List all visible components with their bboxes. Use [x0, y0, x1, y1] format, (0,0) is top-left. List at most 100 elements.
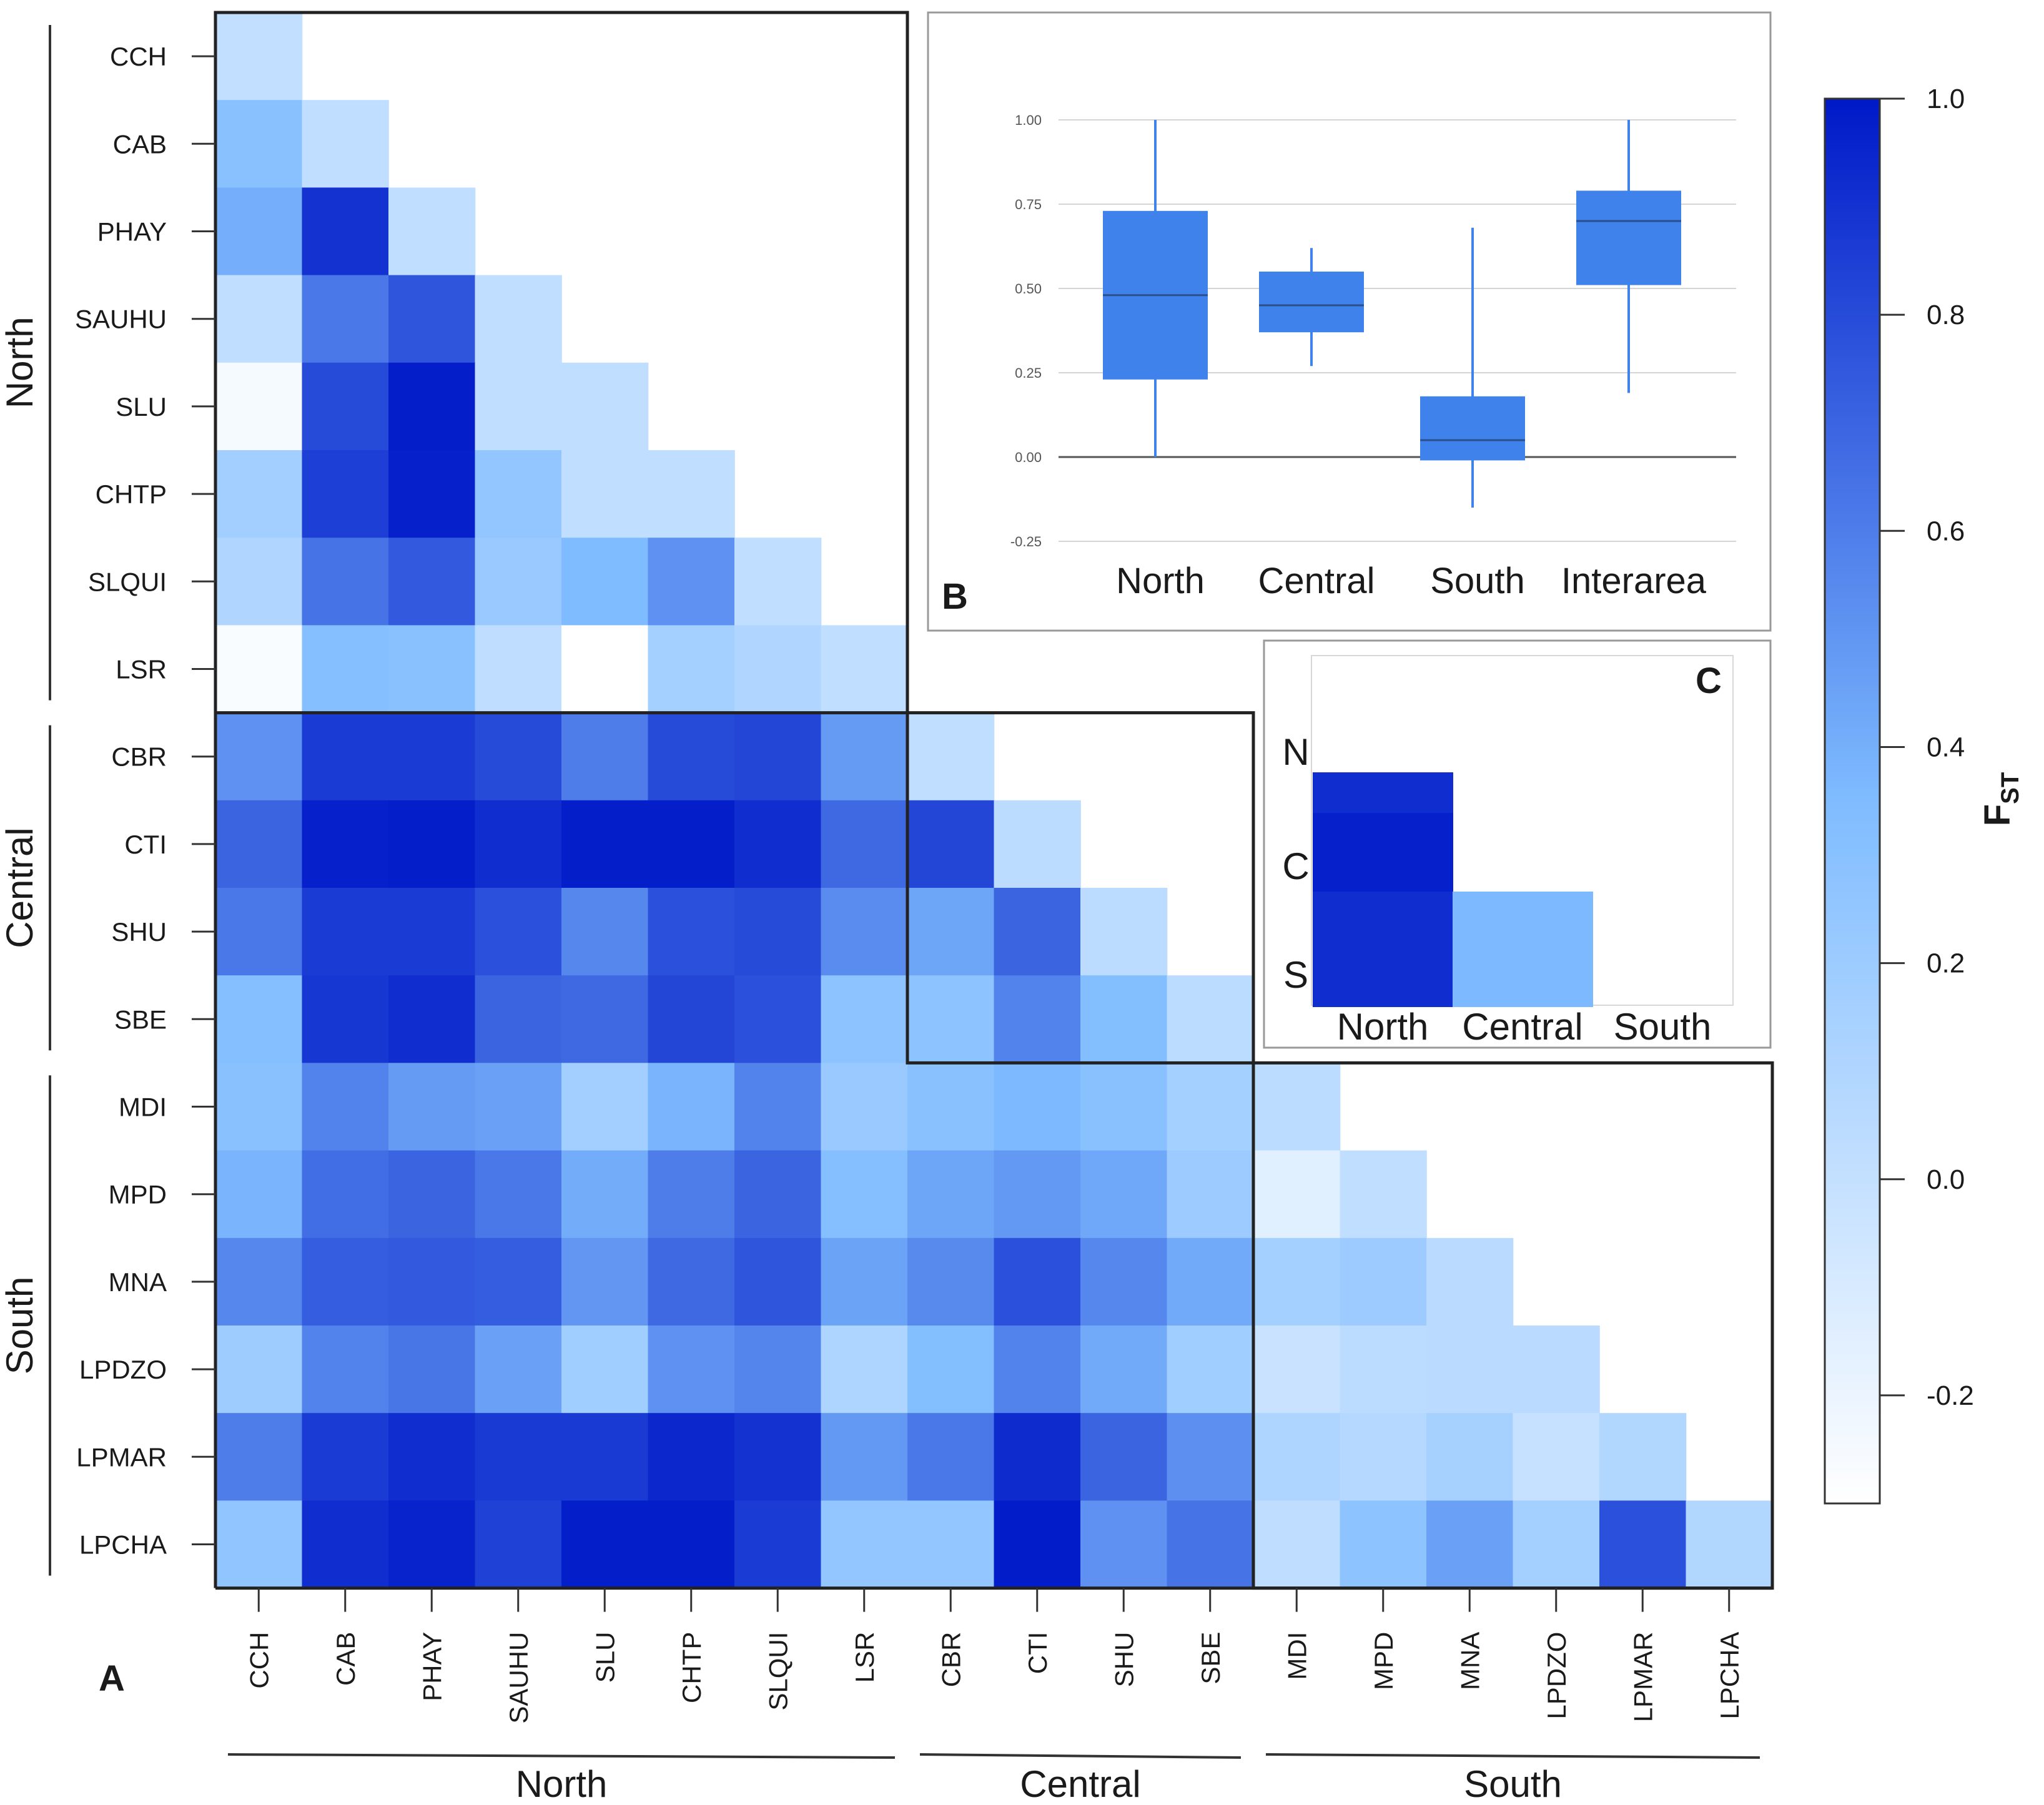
- heat-cell-SBE-SLQUI: [734, 975, 822, 1064]
- c-col-label-central: Central: [1462, 1006, 1582, 1048]
- heat-cell-SHU-PHAY: [388, 888, 476, 976]
- col-label-cab: CAB: [331, 1632, 360, 1686]
- heat-cell-MPD-SLU: [561, 1150, 649, 1239]
- heat-cell-LPDZO-MDI: [1253, 1325, 1341, 1414]
- heat-cell-LPDZO-CHTP: [648, 1325, 735, 1414]
- heat-cell-MDI-SHU: [1080, 1063, 1168, 1151]
- box-iqr: [1259, 272, 1364, 333]
- heat-cell-MDI-CTI: [994, 1063, 1081, 1151]
- heat-cell-LPMAR-MPD: [1340, 1413, 1427, 1502]
- group-label-bottom-south: South: [1464, 1763, 1562, 1805]
- heat-cell-MDI-CHTP: [648, 1063, 735, 1151]
- heat-cell-CTI-CHTP: [648, 800, 735, 888]
- panel-label-a: A: [99, 1658, 125, 1699]
- heat-cell-LPMAR-MNA: [1426, 1413, 1514, 1502]
- heat-cell-MPD-SAUHU: [475, 1150, 562, 1239]
- heat-cell-CTI-LSR: [821, 800, 908, 888]
- group-bracket-bottom-south: [1265, 1753, 1760, 1759]
- group-label-left-north: North: [0, 317, 41, 408]
- heat-cell-LPDZO-CTI: [994, 1325, 1081, 1414]
- boxplot-category-interarea: Interarea: [1561, 561, 1707, 601]
- heat-cell-LPMAR-CBR: [907, 1413, 995, 1502]
- row-label-mna: MNA: [109, 1267, 167, 1297]
- heat-cell-CHTP-SAUHU: [475, 450, 562, 538]
- heat-cell-LPDZO-LPDZO: [1513, 1325, 1600, 1414]
- colorbar-tick-label: -0.2: [1927, 1380, 1974, 1411]
- heat-cell-LPCHA-SAUHU: [475, 1500, 562, 1589]
- group-label-left-south: South: [0, 1277, 41, 1375]
- heat-cell-CTI-CCH: [215, 800, 303, 888]
- c-col-label-south: South: [1614, 1006, 1712, 1048]
- heat-cell-LPCHA-LPDZO: [1513, 1500, 1600, 1589]
- heat-cell-LSR-PHAY: [388, 625, 476, 714]
- row-label-cab: CAB: [113, 129, 167, 159]
- heat-cell-MPD-SHU: [1080, 1150, 1168, 1239]
- heat-cell-CBR-SLQUI: [734, 712, 822, 801]
- col-label-slqui: SLQUI: [763, 1632, 792, 1711]
- heat-cell-MPD-CAB: [302, 1150, 389, 1239]
- boxplot-y-tick-label: 0.00: [1015, 450, 1042, 465]
- heat-cell-LSR-CHTP: [648, 625, 735, 714]
- c-row-label-n: N: [1282, 731, 1309, 773]
- heat-cell-LPDZO-SBE: [1167, 1325, 1254, 1414]
- heat-cell-SHU-CBR: [907, 888, 995, 976]
- heat-cell-CHTP-CCH: [215, 450, 303, 538]
- col-label-chtp: CHTP: [677, 1632, 706, 1703]
- heat-cell-MNA-CTI: [994, 1237, 1081, 1326]
- heat-cell-LPCHA-MNA: [1426, 1500, 1514, 1589]
- colorbar-tick-label: 1.0: [1927, 84, 1965, 114]
- heat-cell-SHU-SLQUI: [734, 888, 822, 976]
- heat-cell-CCH-CCH: [215, 12, 303, 101]
- group-label-bottom-central: Central: [1020, 1763, 1140, 1805]
- heat-cell-LPMAR-LPMAR: [1599, 1413, 1687, 1502]
- heat-cell-MNA-SBE: [1167, 1237, 1254, 1326]
- heat-cell-LPMAR-CHTP: [648, 1413, 735, 1502]
- heat-cell-LPCHA-CHTP: [648, 1500, 735, 1589]
- heat-cell-SLQUI-SLQUI: [734, 538, 822, 626]
- heat-cell-CTI-PHAY: [388, 800, 476, 888]
- heat-cell-LPDZO-LSR: [821, 1325, 908, 1414]
- boxplot-north: [1103, 120, 1208, 457]
- row-label-slqui: SLQUI: [88, 567, 167, 596]
- heat-cell-CTI-SLQUI: [734, 800, 822, 888]
- heat-cell-SBE-LSR: [821, 975, 908, 1064]
- heat-cell-SHU-SAUHU: [475, 888, 562, 976]
- heat-cell-SBE-SLU: [561, 975, 649, 1064]
- heat-cell-LSR-SAUHU: [475, 625, 562, 714]
- heat-cell-MNA-SHU: [1080, 1237, 1168, 1326]
- colorbar-tick-label: 0.8: [1927, 300, 1965, 330]
- heat-cell-MNA-CHTP: [648, 1237, 735, 1326]
- row-label-shu: SHU: [111, 917, 167, 947]
- heat-cell-CBR-SLU: [561, 712, 649, 801]
- heat-cell-LPCHA-CCH: [215, 1500, 303, 1589]
- heat-cell-LPDZO-SLU: [561, 1325, 649, 1414]
- heat-cell-LPMAR-MDI: [1253, 1413, 1341, 1502]
- box-iqr: [1576, 190, 1681, 285]
- panel-b-boxplot: 1.00 0.75 0.50 0.25 0.00 -0.25 North Central So…: [927, 11, 1772, 632]
- boxplot-y-tick-label: 0.50: [1015, 281, 1042, 297]
- heat-cell-SAUHU-PHAY: [388, 275, 476, 363]
- c-row-label-s: S: [1283, 954, 1308, 996]
- col-label-lpdzo: LPDZO: [1542, 1632, 1571, 1719]
- heat-cell-SLU-PHAY: [388, 362, 476, 451]
- heat-cell-CBR-CHTP: [648, 712, 735, 801]
- heat-cell-LPMAR-SLQUI: [734, 1413, 822, 1502]
- col-label-mdi: MDI: [1282, 1632, 1311, 1680]
- heat-cell-CBR-LSR: [821, 712, 908, 801]
- heat-cell-SBE-CAB: [302, 975, 389, 1064]
- boxplot-central: [1259, 248, 1364, 366]
- heat-cell-LPCHA-SBE: [1167, 1500, 1254, 1589]
- heat-cell-LPDZO-CCH: [215, 1325, 303, 1414]
- row-labels: CCH CAB PHAY SAUHU SLU CHTP SLQUI LSR CBR CTI SHU S…: [75, 42, 167, 1559]
- col-label-mpd: MPD: [1369, 1632, 1398, 1690]
- heat-cell-CBR-CAB: [302, 712, 389, 801]
- heat-cell-SBE-CBR: [907, 975, 995, 1064]
- row-label-phay: PHAY: [97, 217, 167, 247]
- row-label-mpd: MPD: [109, 1180, 167, 1209]
- panel-c-cells: [1313, 772, 1593, 1007]
- heat-cell-MPD-MDI: [1253, 1150, 1341, 1239]
- heat-cell-PHAY-PHAY: [388, 187, 476, 276]
- row-label-mdi: MDI: [119, 1093, 167, 1122]
- col-label-sbe: SBE: [1196, 1632, 1225, 1685]
